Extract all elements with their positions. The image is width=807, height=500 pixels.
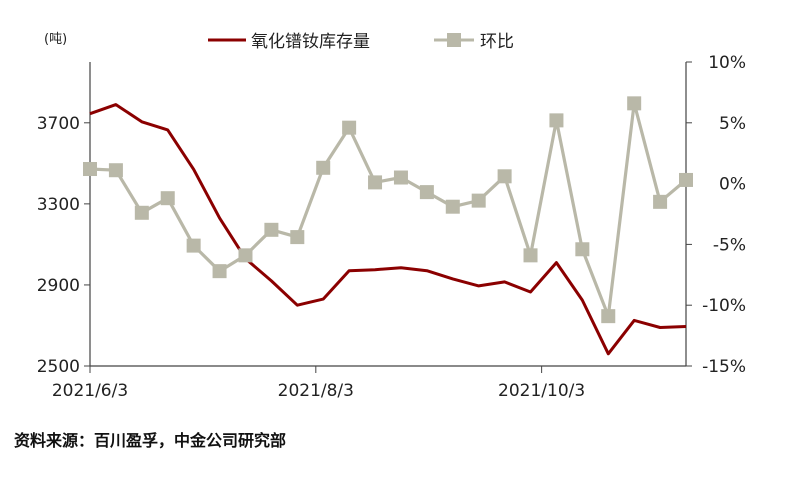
right-tick-label: -15%: [702, 357, 746, 377]
legend-swatch-mom-marker: [447, 33, 461, 47]
mom-point-marker: [108, 163, 123, 178]
mom-point-marker: [523, 248, 538, 263]
mom-point-marker: [497, 169, 512, 184]
mom-point-marker: [134, 205, 149, 220]
x-tick-label: 2021/6/3: [52, 381, 128, 401]
x-tick-label: 2021/8/3: [278, 381, 354, 401]
left-tick-label: 2500: [37, 357, 80, 377]
mom-point-marker: [186, 238, 201, 253]
mom-point-marker: [445, 199, 460, 214]
line-chart: 2500 2900 3300 3700 (吨) -15% -10% -5% 0% 5% 10% 202…: [37, 32, 746, 401]
mom-point-marker: [575, 242, 590, 257]
right-tick-label: -10%: [702, 296, 746, 316]
right-tick-label: -5%: [713, 235, 746, 255]
mom-point-marker: [238, 248, 253, 263]
series-layer: [83, 96, 693, 356]
mom-point-marker: [342, 120, 357, 135]
mom-point-marker: [83, 162, 97, 177]
right-tick-label: 5%: [719, 114, 746, 134]
mom-point-marker: [290, 230, 305, 245]
mom-point-marker: [368, 175, 383, 190]
mom-series-line: [89, 101, 688, 318]
axes-group: 2500 2900 3300 3700 (吨) -15% -10% -5% 0% 5% 10% 202…: [37, 32, 746, 401]
source-note: 资料来源：百川盈孚，中金公司研究部: [14, 431, 287, 450]
mom-point-marker: [627, 96, 642, 111]
left-axis-unit: (吨): [44, 32, 67, 47]
left-tick-label: 2900: [37, 276, 80, 296]
mom-point-marker: [601, 309, 616, 324]
mom-point-marker: [653, 194, 668, 209]
mom-point-marker: [264, 222, 279, 237]
mom-point-marker: [160, 191, 175, 206]
mom-point-marker: [419, 185, 434, 200]
x-tick-label: 2021/10/3: [498, 381, 585, 401]
mom-point-marker: [393, 170, 408, 185]
mom-point-marker: [679, 172, 693, 187]
legend-label-mom: 环比: [480, 32, 514, 52]
mom-point-marker: [549, 113, 564, 128]
legend: 氧化镨钕库存量 环比: [208, 32, 514, 52]
mom-point-marker: [316, 160, 331, 175]
inventory-series-line: [89, 103, 687, 356]
left-tick-label: 3700: [37, 114, 80, 134]
mom-point-marker: [471, 193, 486, 208]
mom-point-marker: [212, 264, 227, 279]
left-tick-label: 3300: [37, 195, 80, 215]
legend-label-inventory: 氧化镨钕库存量: [251, 32, 370, 52]
right-tick-label: 10%: [708, 53, 746, 73]
right-tick-label: 0%: [719, 175, 746, 195]
